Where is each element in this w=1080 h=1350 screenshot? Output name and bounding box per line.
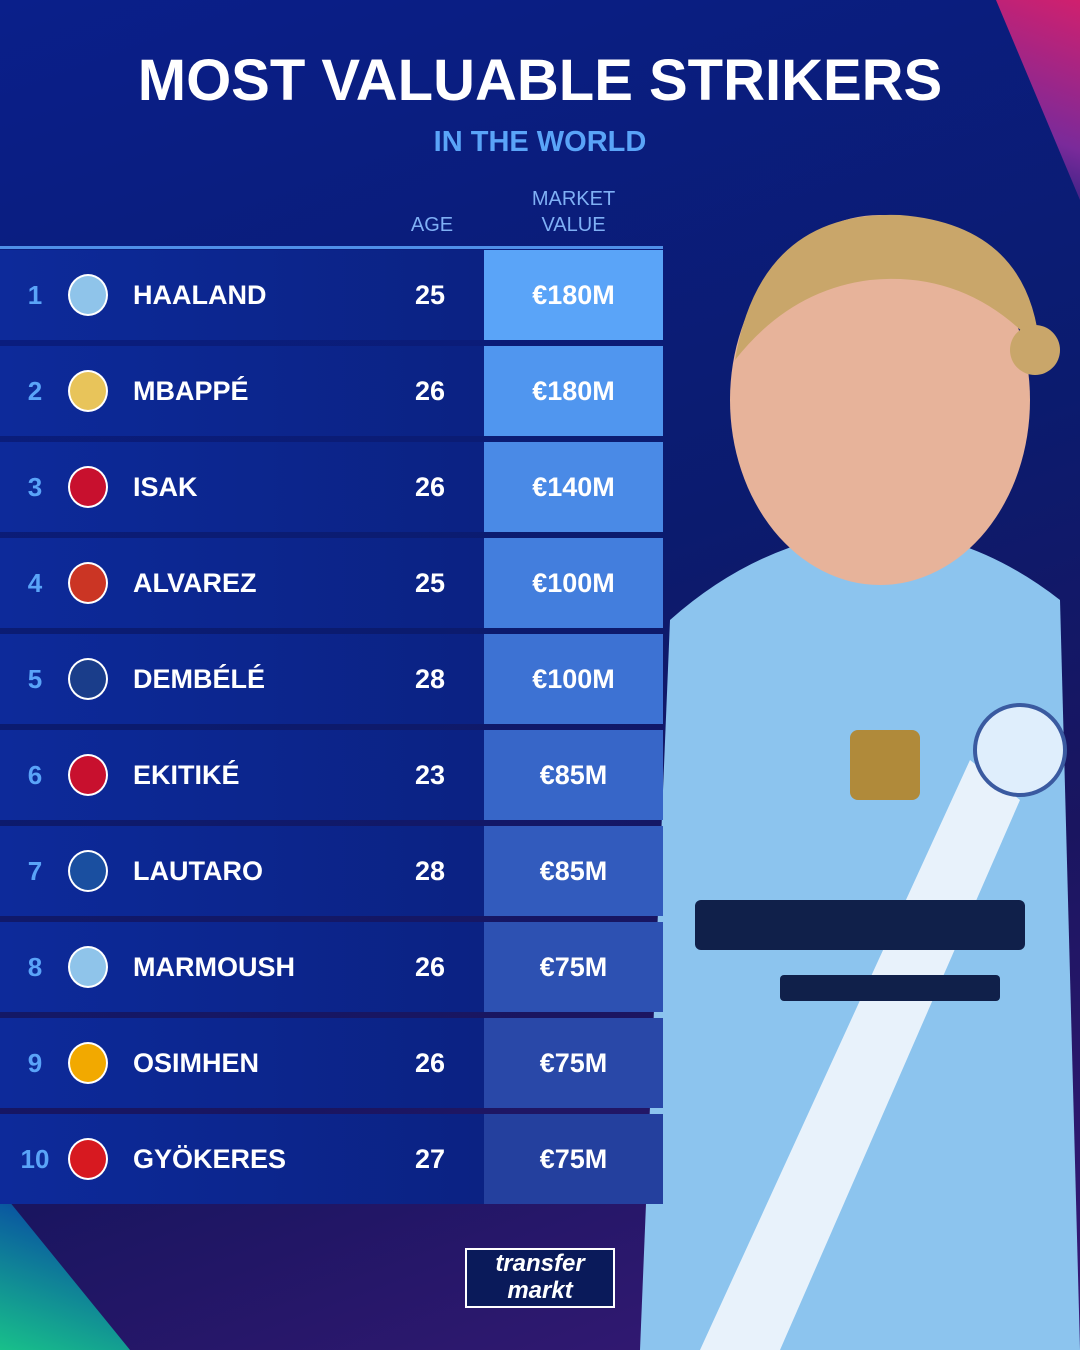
header-divider — [0, 246, 663, 249]
player-name: DEMBÉLÉ — [133, 664, 266, 694]
market-value: €180M — [484, 346, 663, 436]
player-age: 26 — [414, 472, 446, 502]
club-crest-icon — [68, 562, 108, 604]
club-crest-icon — [68, 1042, 108, 1084]
market-value: €75M — [484, 1018, 663, 1108]
market-value: €85M — [484, 826, 663, 916]
player-age: 23 — [414, 760, 446, 790]
player-name: LAUTARO — [133, 856, 263, 886]
rank: 2 — [27, 376, 43, 406]
logo-line1: transfer — [495, 1250, 585, 1277]
table-row: 1 HAALAND 25 €180M — [0, 250, 663, 340]
rank: 4 — [27, 568, 43, 598]
rank: 6 — [27, 760, 43, 790]
table-row: 8 MARMOUSH 26 €75M — [0, 922, 663, 1012]
table-row: 2 MBAPPÉ 26 €180M — [0, 346, 663, 436]
sponsor-mark — [695, 900, 1025, 950]
rank: 5 — [27, 664, 43, 694]
rank: 10 — [20, 1144, 50, 1174]
table-row: 7 LAUTARO 28 €85M — [0, 826, 663, 916]
table-row: 6 EKITIKÉ 23 €85M — [0, 730, 663, 820]
player-name: EKITIKÉ — [133, 760, 240, 790]
rank: 3 — [27, 472, 43, 502]
market-value: €180M — [484, 250, 663, 340]
page-subtitle: IN THE WORLD — [433, 126, 647, 158]
player-name: OSIMHEN — [133, 1048, 260, 1078]
player-age: 28 — [414, 856, 446, 886]
sponsor-mark-sub — [780, 975, 1000, 1001]
player-age: 25 — [414, 568, 446, 598]
club-crest-icon — [68, 754, 108, 796]
player-age: 27 — [414, 1144, 446, 1174]
player-name: MBAPPÉ — [133, 376, 249, 406]
rank: 7 — [27, 856, 43, 886]
player-name: MARMOUSH — [133, 952, 295, 982]
player-age: 26 — [414, 952, 446, 982]
rank: 1 — [27, 280, 43, 310]
club-crest-icon — [68, 274, 108, 316]
table-row: 10 GYÖKERES 27 €75M — [0, 1114, 663, 1204]
page-title: MOST VALUABLE STRIKERS — [137, 48, 943, 113]
market-value: €75M — [484, 1114, 663, 1204]
market-value-header-line1: MARKET — [531, 188, 616, 210]
player-age: 28 — [414, 664, 446, 694]
player-photo — [640, 214, 1080, 1350]
table-row: 3 ISAK 26 €140M — [0, 442, 663, 532]
background-accent-green — [0, 1190, 130, 1350]
player-age: 26 — [414, 376, 446, 406]
player-name: ALVAREZ — [133, 568, 257, 598]
rank: 8 — [27, 952, 43, 982]
age-header: AGE — [410, 214, 454, 236]
market-value: €140M — [484, 442, 663, 532]
market-value: €100M — [484, 634, 663, 724]
club-crest-icon — [68, 1138, 108, 1180]
market-value-header: MARKET VALUE — [484, 186, 663, 238]
club-crest-icon — [68, 850, 108, 892]
market-value-header-line2: VALUE — [541, 214, 606, 236]
logo-line2: markt — [507, 1277, 573, 1304]
player-name: GYÖKERES — [133, 1144, 287, 1174]
market-value: €75M — [484, 922, 663, 1012]
player-name: ISAK — [133, 472, 198, 502]
player-name: HAALAND — [133, 280, 267, 310]
club-crest-icon — [68, 946, 108, 988]
club-crest-icon — [68, 658, 108, 700]
market-value: €100M — [484, 538, 663, 628]
market-value: €85M — [484, 730, 663, 820]
club-crest-icon — [68, 466, 108, 508]
player-age: 25 — [414, 280, 446, 310]
table-row: 9 OSIMHEN 26 €75M — [0, 1018, 663, 1108]
club-crest-icon — [68, 370, 108, 412]
rank: 9 — [27, 1048, 43, 1078]
transfermarkt-logo: transfer markt — [465, 1248, 615, 1308]
player-age: 26 — [414, 1048, 446, 1078]
table-row: 4 ALVAREZ 25 €100M — [0, 538, 663, 628]
table-row: 5 DEMBÉLÉ 28 €100M — [0, 634, 663, 724]
